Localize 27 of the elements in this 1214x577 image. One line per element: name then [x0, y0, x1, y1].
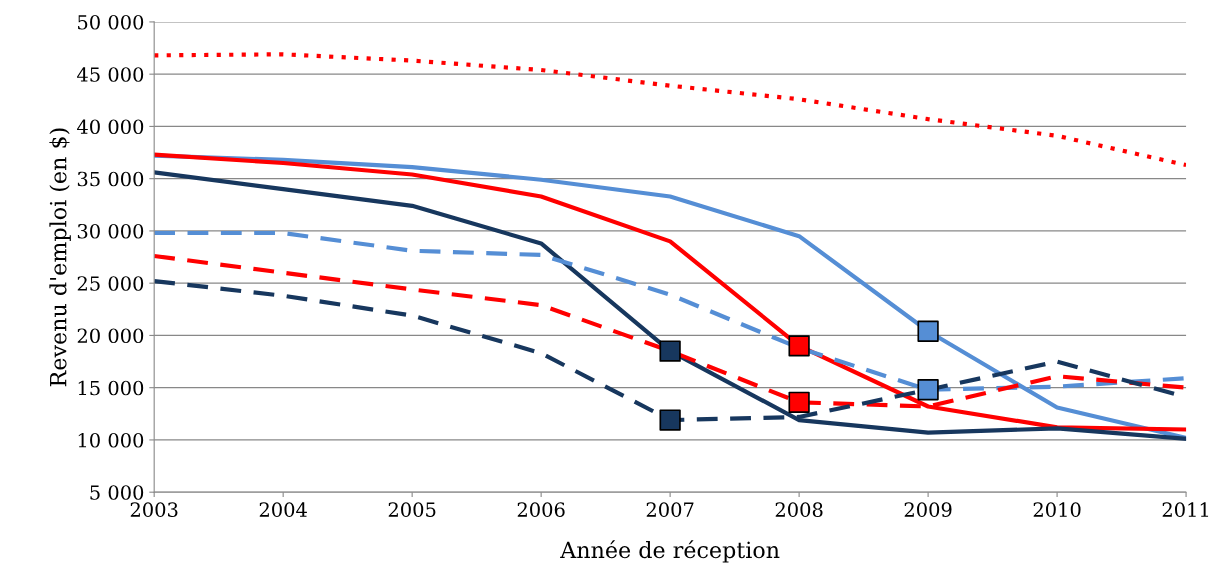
point [917, 320, 939, 342]
x-tick-label: 2006 [517, 502, 565, 517]
y-tick-label: 35 000 [77, 171, 144, 187]
point [659, 340, 681, 362]
x-tick-label: 2005 [388, 502, 436, 517]
y-tick-label: 40 000 [77, 119, 144, 135]
point [659, 409, 681, 431]
x-tick-label: 2004 [259, 502, 307, 517]
y-tick-label: 15 000 [78, 380, 144, 396]
y-tick-label: 20 000 [77, 328, 144, 344]
x-tick-label: 2008 [775, 502, 823, 517]
y-tick-label: 5 000 [90, 485, 144, 500]
y-tick-label: 25 000 [77, 276, 144, 291]
y-tick-label: 50 000 [78, 14, 144, 30]
y-axis-title: Revenu d'emploi (en $) [49, 128, 71, 387]
point [917, 379, 939, 401]
x-axis-title: Année de réception [560, 540, 780, 563]
point [788, 335, 810, 357]
x-tick-label: 2011 [1162, 502, 1209, 517]
x-tick-label: 2007 [646, 502, 694, 517]
point [788, 391, 810, 413]
y-tick-label: 45 000 [77, 67, 144, 82]
y-tick-label: 30 000 [77, 223, 144, 239]
x-tick-label: 2010 [1033, 502, 1081, 517]
y-tick-label: 10 000 [78, 432, 144, 448]
x-tick-label: 2003 [130, 502, 178, 517]
x-tick-label: 2009 [904, 502, 952, 517]
